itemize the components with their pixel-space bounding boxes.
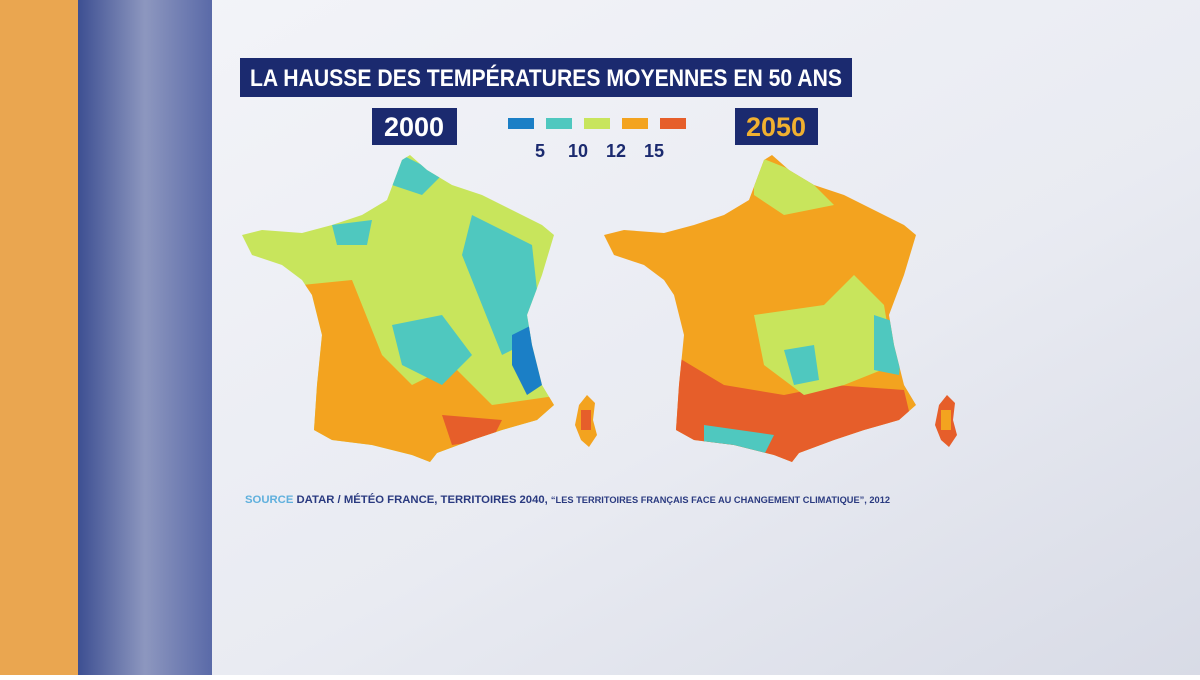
title-box <box>240 58 852 97</box>
legend-label: 15 <box>644 141 664 161</box>
year-box <box>372 108 457 145</box>
source-label: SOURCE <box>245 494 293 506</box>
legend-label: 5 <box>535 141 545 161</box>
legend-swatch <box>660 118 686 129</box>
legend-swatch <box>622 118 648 129</box>
year: 2050 <box>746 112 806 142</box>
source-text: DATAR / MÉTÉO FRANCE, TERRITOIRES 2040, <box>297 493 548 506</box>
source-year: , 2012 <box>864 495 890 505</box>
legend-swatch <box>546 118 572 129</box>
legend-label: 12 <box>606 141 626 161</box>
year-box <box>735 108 818 145</box>
map-2000 <box>242 155 554 462</box>
year: 2000 <box>384 112 444 142</box>
legend-swatch <box>584 118 610 129</box>
source: SOURCE DATAR / MÉTÉO FRANCE, TERRITOIRES… <box>245 493 890 506</box>
source-quote: “LES TERRITOIRES FRANÇAIS FACE AU CHANGE… <box>551 495 864 505</box>
side-stripe <box>0 0 78 675</box>
legend: 5 10 12 15 <box>508 118 686 161</box>
legend-label: 10 <box>568 141 588 161</box>
side-stripe <box>78 0 212 675</box>
legend-swatch <box>508 118 534 129</box>
title: LA HAUSSE DES TEMPÉRATURES MOYENNES EN 5… <box>250 64 842 92</box>
